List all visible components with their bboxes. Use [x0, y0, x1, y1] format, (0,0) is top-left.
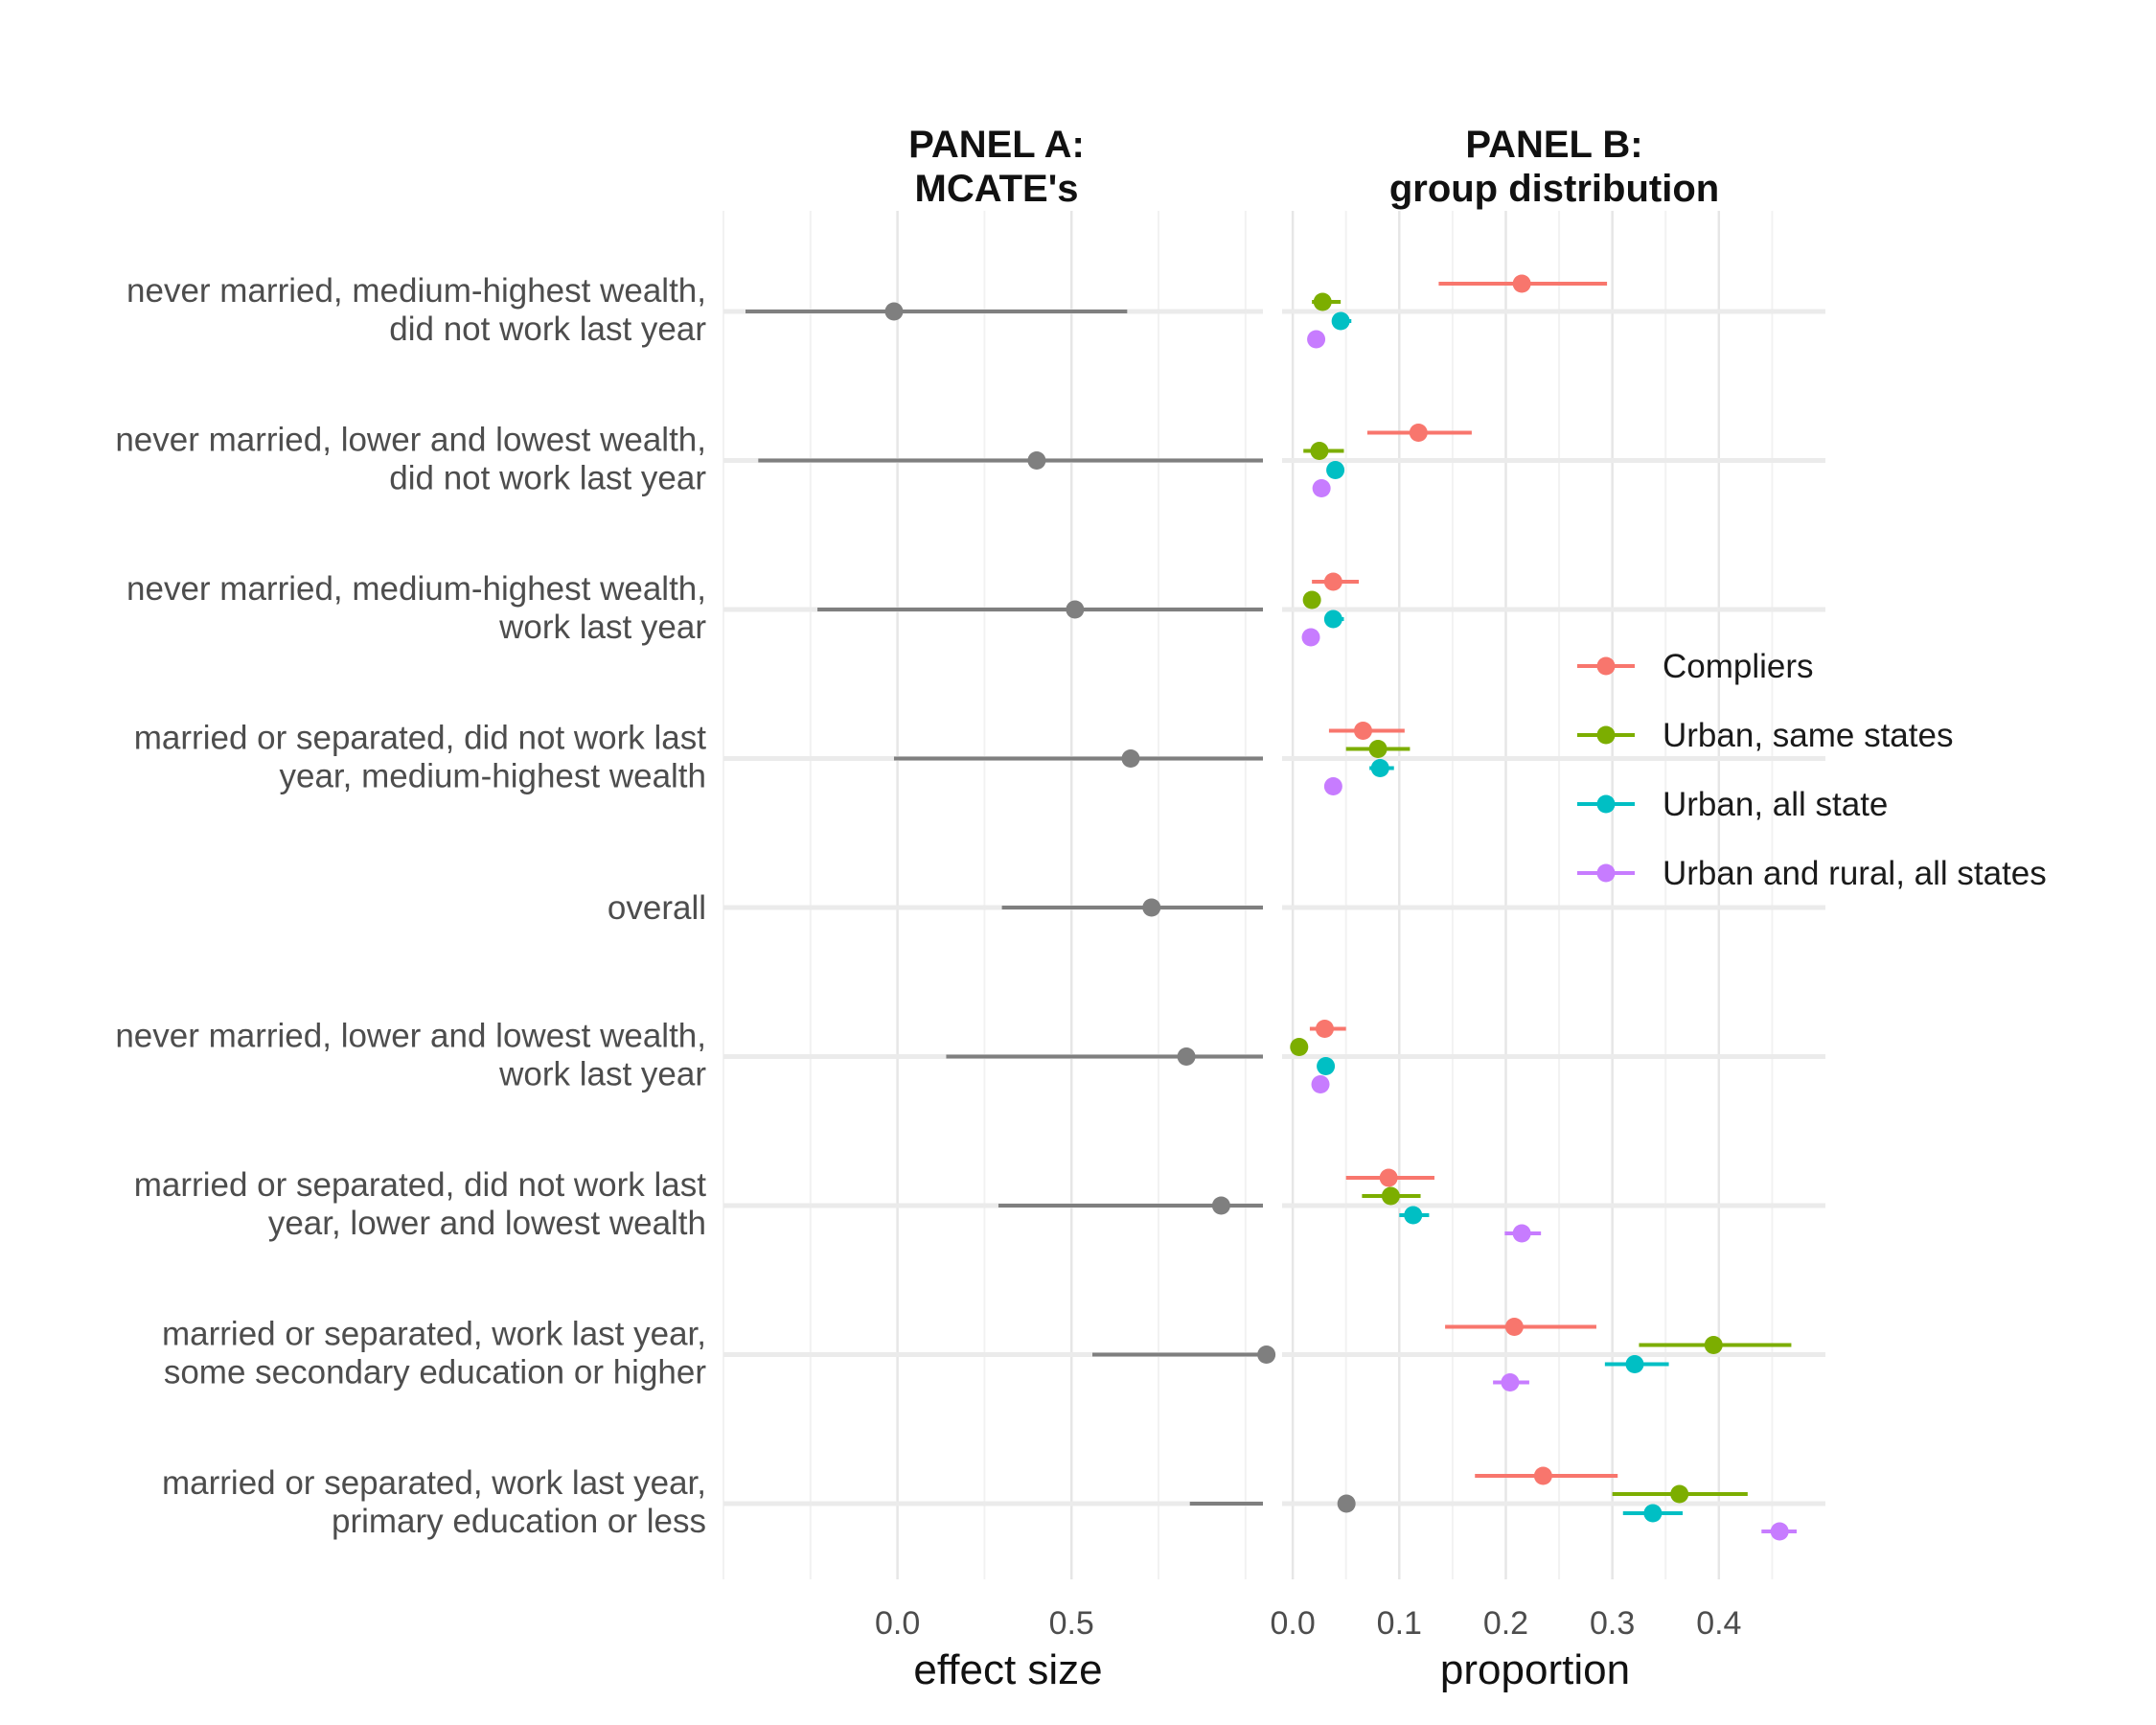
- x-tick-label: 0.4: [1696, 1605, 1741, 1642]
- proportion-point: [1290, 1038, 1309, 1056]
- row-label-line: married or separated, did not work last: [134, 720, 706, 757]
- proportion-point: [1311, 1075, 1330, 1093]
- proportion-point: [1704, 1336, 1723, 1354]
- mcate-point: [1066, 600, 1085, 619]
- legend-key-point: [1596, 656, 1616, 676]
- proportion-point: [1353, 722, 1372, 740]
- panel-a-title-line2: MCATE's: [915, 168, 1079, 210]
- proportion-point: [1368, 740, 1388, 758]
- proportion-point: [1512, 1224, 1531, 1243]
- row-labels: never married, medium-highest wealth,did…: [115, 272, 706, 1540]
- proportion-point: [1643, 1504, 1663, 1523]
- proportion-point: [1323, 572, 1342, 591]
- proportion-point: [1404, 1206, 1423, 1225]
- proportion-point: [1307, 330, 1326, 349]
- row-label-line: primary education or less: [332, 1503, 706, 1540]
- row-label-line: work last year: [498, 609, 706, 646]
- panel-b-marks: [1290, 274, 1797, 1541]
- row-label-line: year, lower and lowest wealth: [268, 1205, 706, 1242]
- row-label-line: married or separated, work last year,: [162, 1464, 706, 1502]
- mcate-point: [1257, 1346, 1276, 1364]
- proportion-point: [1625, 1355, 1644, 1373]
- mcate-point: [884, 302, 904, 321]
- legend-key-point: [1596, 794, 1616, 814]
- panel-a-x-axis-title: effect size: [913, 1646, 1102, 1693]
- proportion-point: [1312, 479, 1331, 497]
- proportion-point: [1670, 1484, 1689, 1504]
- panel-b-x-axis-title: proportion: [1440, 1646, 1630, 1693]
- proportion-point: [1370, 759, 1389, 777]
- proportion-point: [1323, 777, 1342, 795]
- legend-key-point: [1596, 725, 1616, 745]
- row-label-line: never married, lower and lowest wealth,: [115, 1018, 706, 1055]
- panel-b-x-ticks: 0.0 0.1 0.2 0.3 0.4: [1270, 1605, 1741, 1642]
- row-label-line: married or separated, did not work last: [134, 1166, 706, 1204]
- x-tick-label: 0.2: [1483, 1605, 1528, 1642]
- mcate-point: [1177, 1047, 1196, 1066]
- proportion-point: [1512, 274, 1531, 293]
- legend-label: Urban and rural, all states: [1663, 855, 2047, 892]
- row-label-line: year, medium-highest wealth: [280, 758, 707, 795]
- panel-b-title: PANEL B: group distribution: [1389, 124, 1719, 210]
- mcate-point: [1337, 1494, 1356, 1513]
- row-label-line: work last year: [498, 1056, 706, 1093]
- x-tick-label: 0.5: [1049, 1605, 1094, 1642]
- proportion-point: [1326, 461, 1345, 479]
- panel-b-title-line2: group distribution: [1389, 168, 1719, 210]
- panel-a-title-line1: PANEL A:: [908, 124, 1085, 166]
- x-tick-label: 0.3: [1590, 1605, 1635, 1642]
- mcate-point: [1211, 1196, 1230, 1215]
- panel-a-x-ticks: 0.0 0.5: [875, 1605, 1094, 1642]
- row-label-line: did not work last year: [389, 310, 706, 348]
- proportion-point: [1301, 628, 1320, 647]
- row-label-line: overall: [608, 889, 706, 927]
- legend-key-point: [1596, 863, 1616, 883]
- proportion-point: [1315, 1020, 1334, 1038]
- row-label-line: did not work last year: [389, 460, 706, 497]
- panel-a-title: PANEL A: MCATE's: [908, 124, 1085, 210]
- row-label-line: never married, medium-highest wealth,: [126, 272, 706, 310]
- legend-label: Urban, same states: [1663, 717, 1953, 754]
- panel-a-marks: [745, 302, 1356, 1513]
- mcate-point: [1142, 898, 1161, 917]
- x-tick-label: 0.0: [1270, 1605, 1315, 1642]
- proportion-point: [1313, 292, 1332, 311]
- panel-a-grid: [722, 211, 1263, 1579]
- x-tick-label: 0.1: [1377, 1605, 1422, 1642]
- legend: Compliers Urban, same states Urban, all st…: [1577, 648, 2047, 892]
- proportion-point: [1323, 610, 1342, 629]
- proportion-point: [1381, 1186, 1400, 1206]
- proportion-point: [1533, 1466, 1552, 1485]
- panel-b-title-line1: PANEL B:: [1465, 124, 1642, 166]
- row-label-line: never married, medium-highest wealth,: [126, 570, 706, 608]
- panel-b-grid: [1282, 211, 1825, 1579]
- proportion-point: [1317, 1057, 1336, 1075]
- proportion-point: [1409, 424, 1428, 442]
- proportion-point: [1331, 311, 1350, 331]
- row-label-line: some secondary education or higher: [164, 1354, 707, 1392]
- proportion-point: [1310, 442, 1329, 460]
- proportion-point: [1504, 1318, 1524, 1336]
- proportion-point: [1770, 1522, 1789, 1541]
- proportion-point: [1302, 590, 1321, 610]
- proportion-point: [1501, 1373, 1520, 1392]
- row-label-line: married or separated, work last year,: [162, 1316, 706, 1353]
- proportion-point: [1379, 1168, 1398, 1187]
- mcate-point: [1121, 749, 1140, 768]
- legend-label: Compliers: [1663, 648, 1814, 685]
- legend-label: Urban, all state: [1663, 786, 1888, 823]
- row-label-line: never married, lower and lowest wealth,: [115, 422, 706, 459]
- x-tick-label: 0.0: [875, 1605, 920, 1642]
- mcate-point: [1027, 451, 1046, 470]
